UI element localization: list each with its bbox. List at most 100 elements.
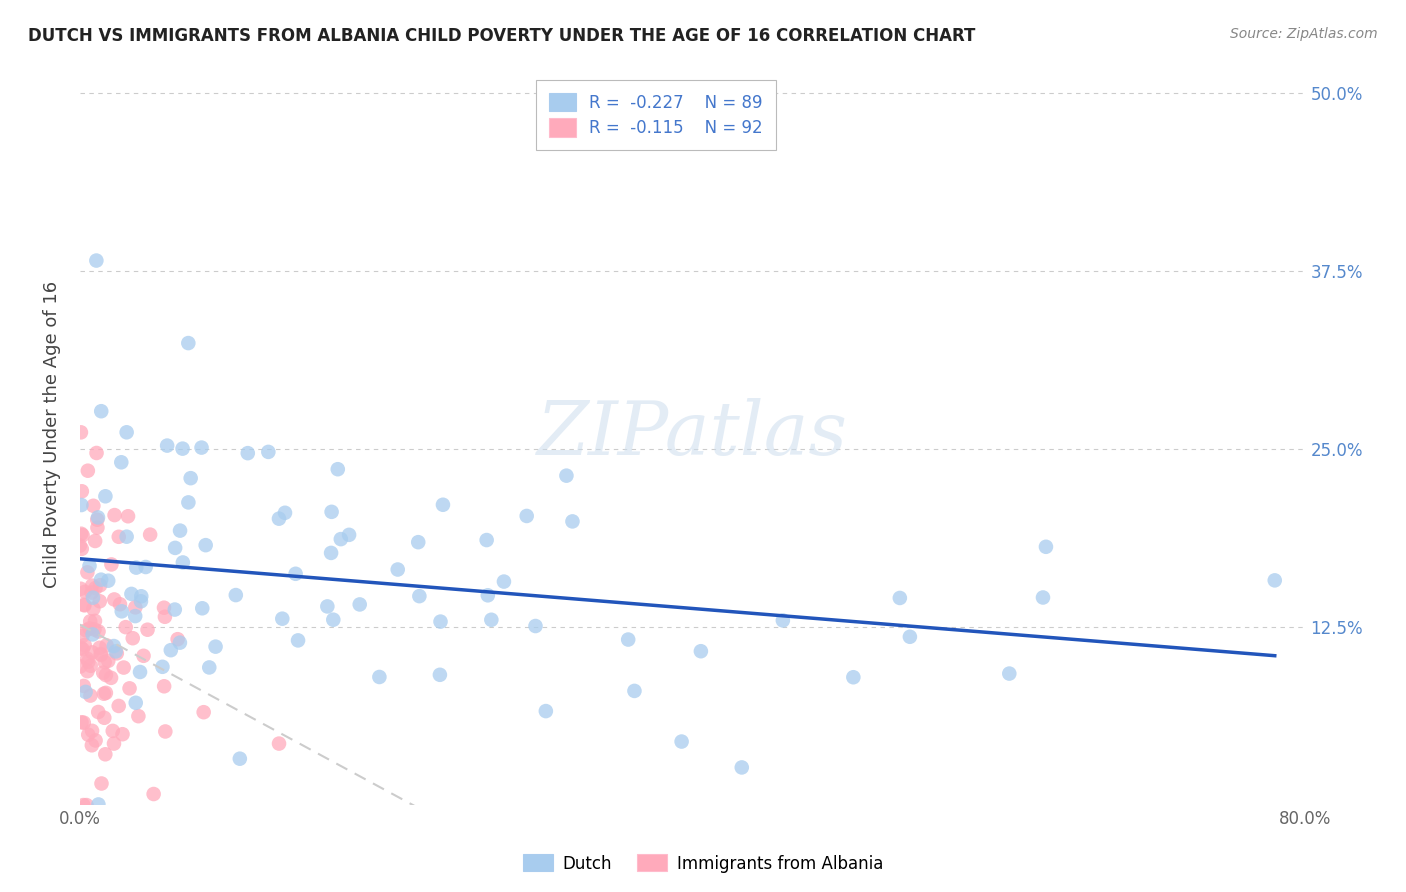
Point xyxy=(87,510,110,524)
Point xyxy=(326,462,349,476)
Point xyxy=(132,648,155,663)
Point xyxy=(73,598,96,612)
Point xyxy=(94,747,117,762)
Point xyxy=(76,798,98,813)
Text: ZIPatlas: ZIPatlas xyxy=(537,399,848,471)
Point xyxy=(96,639,118,653)
Point xyxy=(70,541,93,556)
Point xyxy=(84,614,107,628)
Point xyxy=(93,687,115,701)
Point xyxy=(337,528,360,542)
Point xyxy=(194,538,217,552)
Point xyxy=(94,686,117,700)
Point xyxy=(91,665,114,680)
Point xyxy=(555,468,578,483)
Point xyxy=(125,696,148,710)
Point xyxy=(76,464,98,478)
Point xyxy=(111,604,134,618)
Point xyxy=(477,588,499,602)
Point xyxy=(86,513,108,527)
Point xyxy=(76,652,98,666)
Point xyxy=(898,630,921,644)
Point xyxy=(90,647,112,661)
Point xyxy=(165,541,187,555)
Point xyxy=(110,455,132,469)
Point xyxy=(90,404,112,418)
Point xyxy=(124,600,146,615)
Point xyxy=(70,640,93,655)
Point xyxy=(998,666,1021,681)
Point xyxy=(94,668,117,682)
Point xyxy=(73,599,96,613)
Point xyxy=(139,527,162,541)
Point xyxy=(84,533,107,548)
Point xyxy=(124,609,146,624)
Point xyxy=(87,705,110,719)
Point xyxy=(70,484,93,499)
Point xyxy=(368,670,391,684)
Point xyxy=(76,664,98,678)
Point xyxy=(156,439,179,453)
Point xyxy=(83,623,105,637)
Point xyxy=(73,715,96,730)
Point xyxy=(180,471,202,485)
Point xyxy=(107,530,129,544)
Point xyxy=(155,724,177,739)
Point xyxy=(492,574,515,589)
Point xyxy=(329,532,352,546)
Point xyxy=(80,723,103,738)
Point xyxy=(689,644,711,658)
Point xyxy=(105,646,128,660)
Point xyxy=(432,498,454,512)
Text: DUTCH VS IMMIGRANTS FROM ALBANIA CHILD POVERTY UNDER THE AGE OF 16 CORRELATION C: DUTCH VS IMMIGRANTS FROM ALBANIA CHILD P… xyxy=(28,27,976,45)
Point xyxy=(284,566,307,581)
Point xyxy=(319,546,342,560)
Point xyxy=(93,655,115,669)
Point xyxy=(387,562,409,576)
Point xyxy=(617,632,640,647)
Legend: R =  -0.227    N = 89, R =  -0.115    N = 92: R = -0.227 N = 89, R = -0.115 N = 92 xyxy=(536,79,776,151)
Point xyxy=(429,668,451,682)
Point xyxy=(79,615,101,629)
Point xyxy=(103,592,125,607)
Point xyxy=(236,446,259,460)
Point xyxy=(82,645,104,659)
Point xyxy=(72,528,94,542)
Point xyxy=(87,797,110,812)
Point xyxy=(229,752,252,766)
Point xyxy=(322,613,344,627)
Point xyxy=(114,620,136,634)
Point xyxy=(136,623,159,637)
Point xyxy=(163,602,186,616)
Point xyxy=(169,635,191,649)
Point xyxy=(153,679,176,693)
Point xyxy=(534,704,557,718)
Point xyxy=(82,579,104,593)
Point xyxy=(82,627,104,641)
Point xyxy=(70,498,93,512)
Point xyxy=(100,558,122,572)
Point xyxy=(82,499,104,513)
Text: Source: ZipAtlas.com: Source: ZipAtlas.com xyxy=(1230,27,1378,41)
Point xyxy=(198,660,221,674)
Point xyxy=(103,737,125,751)
Point xyxy=(271,612,294,626)
Point xyxy=(287,633,309,648)
Point xyxy=(204,640,226,654)
Point xyxy=(89,594,111,608)
Point xyxy=(408,589,430,603)
Point xyxy=(100,671,122,685)
Point xyxy=(77,728,100,742)
Point xyxy=(623,684,645,698)
Point xyxy=(177,336,200,351)
Point xyxy=(108,597,131,611)
Point xyxy=(115,530,138,544)
Point xyxy=(70,526,93,541)
Point xyxy=(889,591,911,605)
Point xyxy=(257,445,280,459)
Point xyxy=(475,533,498,547)
Point xyxy=(129,594,152,608)
Point xyxy=(75,685,97,699)
Point xyxy=(80,585,103,599)
Point xyxy=(190,441,212,455)
